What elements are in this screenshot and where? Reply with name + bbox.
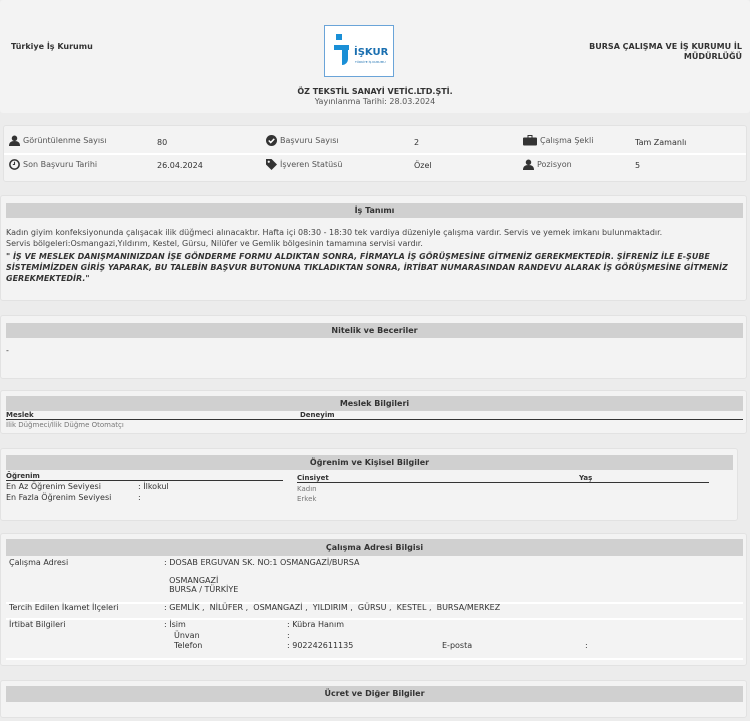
job-note: " İŞ VE MESLEK DANIŞMANINIZDAN İŞE GÖNDE… [6,252,728,283]
stat-employer-status: İşveren Statüsü [266,159,342,170]
stat-deadline-value: 26.04.2024 [157,161,203,170]
stat-positions-value: 5 [635,161,641,170]
section-title: Öğrenim ve Kişisel Bilgiler [6,455,733,470]
salary-panel: Ücret ve Diğer Bilgiler [0,680,747,718]
contact-name-label: İsim [169,620,186,629]
org-right-line1: BURSA ÇALIŞMA VE İŞ KURUMU İL [589,42,742,51]
education-header: Öğrenim [6,472,283,481]
occupation-value: İlik Düğmeci/İlik Düğme Otomatçı [6,421,124,429]
iskur-logo: İŞKUR TÜRKİYE İŞ KURUMU [324,25,394,77]
tag-icon [266,159,277,170]
published-date: Yayınlanma Tarihi: 28.03.2024 [314,97,436,106]
section-title: İş Tanımı [6,203,743,218]
districts-label: Tercih Edilen İkamet İlçeleri [9,603,119,612]
stat-views-value: 80 [157,138,168,147]
stat-deadline: Son Başvuru Tarihi [9,159,97,170]
company-name: ÖZ TEKSTİL SANAYİ VETİC.LTD.ŞTİ. [297,87,453,96]
min-education-value: İlkokul [143,482,169,491]
org-right-line2: MÜDÜRLÜĞÜ [683,52,742,61]
contact-label: İrtibat Bilgileri [9,620,66,629]
stat-positions: Pozisyon [523,159,572,170]
contact-phone-value: 902242611135 [292,641,354,650]
clock-icon [9,159,20,170]
org-right: BURSA ÇALIŞMA VE İŞ KURUMU İL MÜDÜRLÜĞÜ [589,42,742,62]
contact-phone-label: Telefon [174,641,203,650]
occupation-panel: Meslek Bilgileri Meslek Deneyim İlik Düğm… [0,390,747,434]
gender-item: Erkek [297,495,317,503]
stat-work-type: Çalışma Şekli [523,135,593,146]
address-value: : DOSAB ERGUVAN SK. NO:1 OSMANGAZİ/BURSA… [164,558,360,594]
briefcase-icon [523,135,537,146]
stats-panel: Görüntülenme Sayısı 80 Başvuru Sayısı 2 … [3,125,747,182]
address-label: Çalışma Adresi [9,558,69,567]
check-circle-icon [266,135,277,146]
org-left: Türkiye İş Kurumu [11,42,93,51]
work-address-panel: Çalışma Adresi Bilgisi Çalışma Adresi : … [0,533,747,666]
contact-email-label: E-posta [442,641,473,650]
section-title: Nitelik ve Beceriler [6,323,743,338]
min-education-label: En Az Öğrenim Seviyesi [6,482,101,491]
section-title: Ücret ve Diğer Bilgiler [6,686,743,702]
contact-name-value: Kübra Hanım [292,620,344,629]
max-education-label: En Fazla Öğrenim Seviyesi [6,493,112,502]
gender-item: Kadın [297,485,317,493]
job-description-panel: İş Tanımı Kadın giyim konfeksiyonunda ça… [0,195,747,301]
section-title: Meslek Bilgileri [6,396,743,411]
user-icon [523,159,534,170]
job-description-text: Kadın giyim konfeksiyonunda çalışacak il… [6,228,663,248]
user-icon [9,135,20,146]
districts-value: GEMLİK , NİLÜFER , OSMANGAZİ , YILDIRIM … [169,603,501,612]
stat-work-type-value: Tam Zamanlı [635,138,687,147]
gender-age-header: Cinsiyet Yaş [297,474,709,483]
stat-applications-value: 2 [414,138,420,147]
stat-views: Görüntülenme Sayısı [9,135,107,146]
skills-panel: Nitelik ve Beceriler - [0,315,747,379]
section-title: Çalışma Adresi Bilgisi [6,539,743,556]
skills-value: - [6,346,9,355]
education-panel: Öğrenim ve Kişisel Bilgiler Öğrenim En A… [0,448,738,521]
occupation-header: Meslek Deneyim [6,411,743,420]
contact-title-label: Ünvan [174,631,200,640]
stat-applications: Başvuru Sayısı [266,135,339,146]
stat-employer-status-value: Özel [414,161,432,170]
header-panel: Türkiye İş Kurumu BURSA ÇALIŞMA VE İŞ KU… [0,0,750,113]
